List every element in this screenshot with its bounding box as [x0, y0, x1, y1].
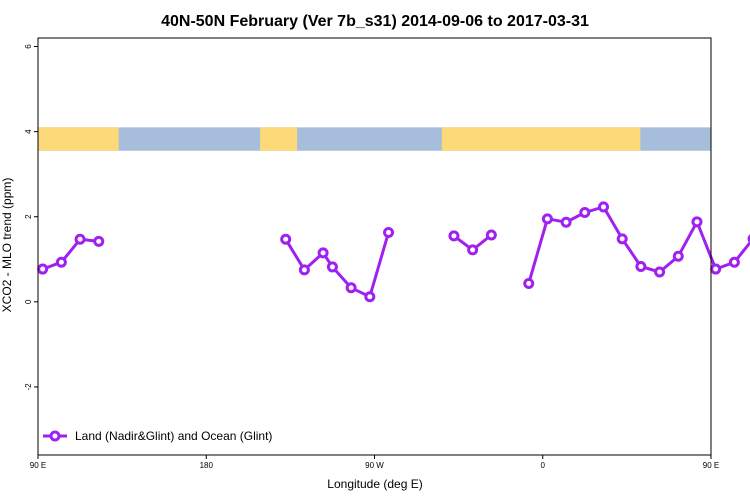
world-map-strip: [38, 127, 711, 151]
x-tick-label: 90 E: [30, 461, 46, 470]
data-point: [317, 247, 329, 259]
axes: 90 E 180 90 W 0 90 E -2 0 2 4 6: [24, 37, 719, 470]
data-point: [467, 244, 479, 256]
data-point: [654, 266, 666, 278]
data-point: [598, 201, 610, 213]
data-point: [383, 226, 395, 238]
data-point: [448, 230, 460, 242]
data-point: [364, 291, 376, 303]
data-point: [485, 229, 497, 241]
x-tick-label: 180: [200, 461, 214, 470]
series-layer: [37, 201, 750, 303]
map-land-1: [260, 127, 298, 151]
data-point: [345, 282, 357, 294]
plot-frame: [37, 37, 712, 456]
x-axis-label: Longitude (deg E): [327, 477, 422, 491]
data-point: [728, 256, 740, 268]
series-line-segment: [42, 237, 99, 271]
data-point: [280, 233, 292, 245]
data-point: [55, 256, 67, 268]
data-point: [93, 235, 105, 247]
data-point: [710, 263, 722, 275]
y-tick-label: 2: [24, 214, 33, 219]
data-point: [672, 250, 684, 262]
legend-label: Land (Nadir&Glint) and Ocean (Glint): [75, 429, 272, 443]
data-point: [37, 263, 49, 275]
data-point: [560, 216, 572, 228]
data-point: [691, 216, 703, 228]
data-point: [579, 206, 591, 218]
y-tick-label: 4: [24, 129, 33, 134]
y-tick-label: -2: [24, 383, 33, 391]
legend: Land (Nadir&Glint) and Ocean (Glint): [43, 429, 272, 443]
data-point: [74, 233, 86, 245]
legend-marker: [49, 430, 61, 442]
map-land-0: [38, 127, 119, 151]
y-tick-label: 6: [24, 44, 33, 49]
x-tick-label: 90 E: [703, 461, 719, 470]
chart-title: 40N-50N February (Ver 7b_s31) 2014-09-06…: [161, 13, 589, 30]
x-tick-label: 0: [541, 461, 546, 470]
y-axis-label: XCO2 - MLO trend (ppm): [0, 178, 14, 313]
data-point: [635, 260, 647, 272]
x-tick-label: 90 W: [365, 461, 384, 470]
data-point: [523, 278, 535, 290]
data-point: [326, 261, 338, 273]
data-point: [616, 233, 628, 245]
data-point: [298, 264, 310, 276]
y-tick-label: 0: [24, 299, 33, 304]
data-point: [541, 213, 553, 225]
map-land-2: [441, 127, 641, 151]
